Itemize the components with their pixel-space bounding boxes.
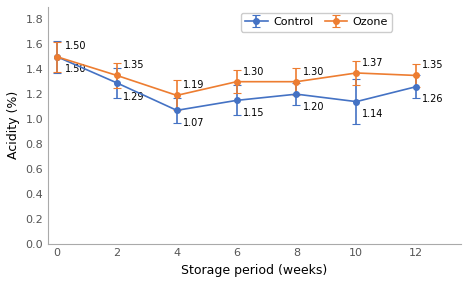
Text: 1.14: 1.14 <box>362 109 384 119</box>
Text: 1.50: 1.50 <box>65 64 86 74</box>
Text: 1.19: 1.19 <box>183 80 204 90</box>
Text: 1.29: 1.29 <box>123 92 145 102</box>
Text: 1.30: 1.30 <box>302 67 324 77</box>
Text: 1.37: 1.37 <box>362 58 384 68</box>
Text: 1.35: 1.35 <box>422 60 444 70</box>
Text: 1.35: 1.35 <box>123 60 145 70</box>
Legend: Control, Ozone: Control, Ozone <box>241 12 392 32</box>
X-axis label: Storage period (weeks): Storage period (weeks) <box>182 264 328 277</box>
Text: 1.07: 1.07 <box>183 118 204 128</box>
Text: 1.30: 1.30 <box>242 67 264 77</box>
Text: 1.15: 1.15 <box>242 108 264 118</box>
Text: 1.26: 1.26 <box>422 94 444 104</box>
Text: 1.50: 1.50 <box>65 41 86 51</box>
Text: 1.20: 1.20 <box>302 102 324 112</box>
Y-axis label: Acidity (%): Acidity (%) <box>7 91 20 159</box>
